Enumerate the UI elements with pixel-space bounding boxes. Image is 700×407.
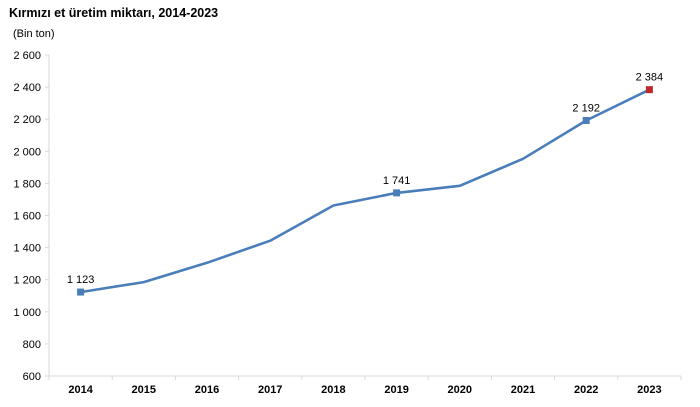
last-point-marker (645, 86, 653, 94)
y-tick-label: 600 (23, 371, 41, 383)
x-tick-label: 2015 (132, 384, 156, 396)
x-tick-label: 2021 (511, 384, 535, 396)
y-tick-label: 1 600 (13, 211, 41, 223)
data-label: 1 741 (383, 175, 411, 187)
x-tick-label: 2022 (574, 384, 598, 396)
y-tick-label: 1 000 (13, 307, 41, 319)
x-tick-label: 2014 (68, 384, 93, 396)
y-tick-label: 800 (23, 339, 41, 351)
y-tick-label: 1 400 (13, 243, 41, 255)
y-axis-unit-label: (Bin ton) (13, 28, 55, 40)
series-group (77, 86, 653, 296)
x-tick-label: 2016 (195, 384, 219, 396)
data-label: 1 123 (67, 274, 95, 286)
y-tick-label: 1 200 (13, 275, 41, 287)
series-line (79, 88, 651, 294)
x-axis-ticks: 2014 2015 2016 2017 2018 2019 2020 2021 2022 2023 (48, 376, 682, 396)
x-tick-label: 2019 (384, 384, 408, 396)
y-axis-ticks: 600 800 1 000 1 200 1 400 1 600 1 800 2 000 2 20… (13, 50, 49, 383)
data-label: 2 192 (572, 102, 600, 114)
y-tick-label: 2 200 (13, 114, 41, 126)
y-tick-label: 1 800 (13, 178, 41, 190)
x-tick-label: 2017 (258, 384, 282, 396)
point-marker (393, 189, 401, 197)
x-tick-label: 2023 (637, 384, 661, 396)
data-labels: 1 123 1 741 2 192 2 384 (67, 72, 663, 286)
point-marker (77, 288, 85, 296)
data-label: 2 384 (636, 72, 664, 84)
y-tick-label: 2 400 (13, 82, 41, 94)
point-marker (582, 116, 590, 124)
chart-title: Kırmızı et üretim miktarı, 2014-2023 (9, 6, 219, 20)
y-tick-label: 2 600 (13, 50, 41, 62)
x-tick-label: 2018 (321, 384, 345, 396)
y-tick-label: 2 000 (13, 146, 41, 158)
x-tick-label: 2020 (448, 384, 472, 396)
